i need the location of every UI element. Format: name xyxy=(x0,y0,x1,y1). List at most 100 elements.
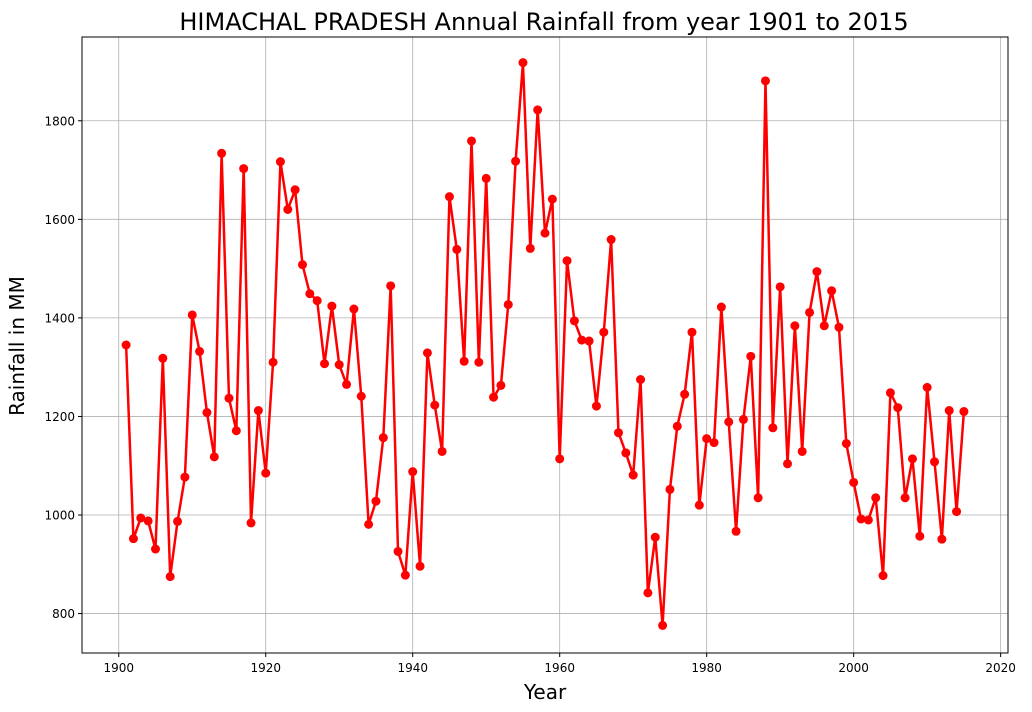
data-point xyxy=(437,446,447,456)
data-point xyxy=(900,493,910,503)
data-point xyxy=(297,260,307,270)
x-tick-label: 1900 xyxy=(103,661,134,675)
data-point xyxy=(702,434,712,444)
data-point xyxy=(283,204,293,214)
data-point xyxy=(944,406,954,416)
data-point xyxy=(312,296,322,306)
data-point xyxy=(672,421,682,431)
data-point xyxy=(893,403,903,413)
data-point xyxy=(158,353,168,363)
y-axis-ticks: 800 1000 1200 1400 1600 1800 xyxy=(44,114,82,621)
data-point xyxy=(863,515,873,525)
data-point xyxy=(386,281,396,291)
data-point xyxy=(584,336,594,346)
data-point xyxy=(621,448,631,458)
data-point xyxy=(760,76,770,86)
data-point xyxy=(253,406,263,416)
data-point xyxy=(195,346,205,356)
data-point xyxy=(819,321,829,331)
data-point xyxy=(952,507,962,517)
data-point xyxy=(775,282,785,292)
data-point xyxy=(834,322,844,332)
data-point xyxy=(444,192,454,202)
x-tick-label: 2020 xyxy=(985,661,1016,675)
y-tick-label: 800 xyxy=(52,607,75,621)
data-point xyxy=(415,561,425,571)
data-point xyxy=(768,423,778,433)
data-point xyxy=(320,359,330,369)
data-point xyxy=(716,302,726,312)
x-tick-label: 2000 xyxy=(838,661,869,675)
data-point xyxy=(533,105,543,115)
data-point xyxy=(342,379,352,389)
data-point xyxy=(481,173,491,183)
data-point xyxy=(173,516,183,526)
data-point xyxy=(496,380,506,390)
data-point xyxy=(827,286,837,296)
data-point xyxy=(268,357,278,367)
data-point xyxy=(724,417,734,427)
data-point xyxy=(885,388,895,398)
data-point xyxy=(187,310,197,320)
data-point xyxy=(150,544,160,554)
data-point xyxy=(599,327,609,337)
data-point xyxy=(209,452,219,462)
y-tick-label: 1000 xyxy=(44,509,75,523)
data-point xyxy=(856,514,866,524)
data-point xyxy=(422,348,432,358)
y-tick-label: 1800 xyxy=(44,114,75,128)
data-point xyxy=(738,414,748,424)
data-point xyxy=(841,439,851,449)
data-point xyxy=(474,357,484,367)
x-tick-label: 1960 xyxy=(544,661,575,675)
data-point xyxy=(356,391,366,401)
data-point xyxy=(731,526,741,536)
x-tick-label: 1920 xyxy=(250,661,281,675)
data-point xyxy=(540,228,550,238)
data-point xyxy=(467,136,477,146)
data-point xyxy=(408,467,418,477)
data-point xyxy=(694,500,704,510)
data-point xyxy=(349,304,359,314)
data-point xyxy=(275,157,285,167)
data-point xyxy=(959,407,969,417)
plot-frame xyxy=(81,36,1009,654)
data-point xyxy=(577,335,587,345)
x-tick-label: 1980 xyxy=(691,661,722,675)
data-point xyxy=(430,400,440,410)
data-point xyxy=(180,472,190,482)
data-point xyxy=(334,360,344,370)
data-point xyxy=(217,148,227,158)
data-point xyxy=(753,493,763,503)
x-axis-label: Year xyxy=(523,680,567,704)
data-point xyxy=(378,433,388,443)
data-point xyxy=(849,477,859,487)
data-point xyxy=(136,513,146,523)
data-point xyxy=(606,235,616,245)
data-point xyxy=(709,438,719,448)
data-point xyxy=(518,58,528,68)
rainfall-series-line xyxy=(124,61,966,627)
data-point xyxy=(783,459,793,469)
data-point xyxy=(371,496,381,506)
x-axis-ticks: 1900 1920 1940 1960 1980 2000 2020 xyxy=(103,653,1016,675)
y-tick-label: 1600 xyxy=(44,213,75,227)
grid-lines xyxy=(82,37,1008,653)
data-point xyxy=(525,243,535,253)
data-point xyxy=(143,516,153,526)
chart-title: HIMACHAL PRADESH Annual Rainfall from ye… xyxy=(179,8,908,36)
x-tick-label: 1940 xyxy=(397,661,428,675)
data-point xyxy=(305,289,315,299)
data-point xyxy=(459,356,469,366)
data-point xyxy=(922,382,932,392)
data-point xyxy=(687,327,697,337)
y-axis-label: Rainfall in MM xyxy=(5,276,29,416)
data-point xyxy=(202,408,212,418)
data-point xyxy=(797,446,807,456)
data-point xyxy=(591,401,601,411)
data-point xyxy=(805,307,815,317)
data-point xyxy=(224,393,234,403)
data-point xyxy=(636,375,646,384)
data-point xyxy=(812,267,822,277)
data-point xyxy=(393,546,403,556)
